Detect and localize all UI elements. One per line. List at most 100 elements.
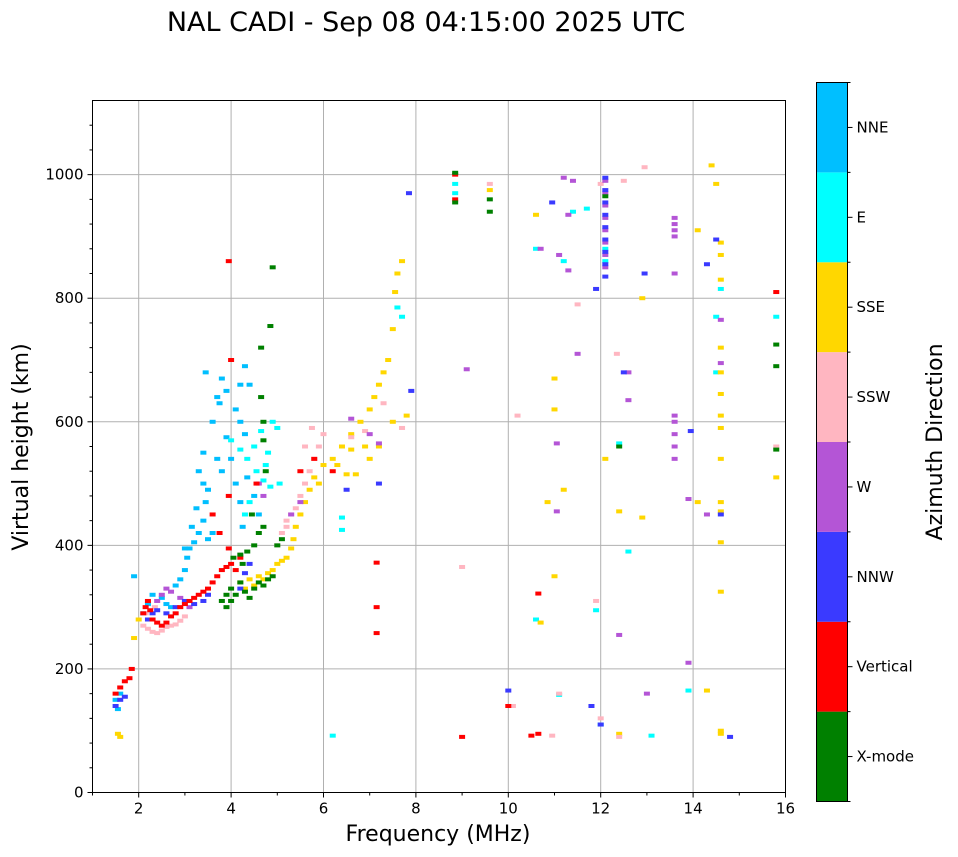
data-point <box>223 592 230 597</box>
data-point <box>181 568 188 573</box>
data-point <box>267 484 274 489</box>
data-point <box>602 215 609 220</box>
data-point <box>535 731 542 736</box>
data-point <box>193 506 200 511</box>
colorbar-label: SSE <box>857 298 886 316</box>
data-point <box>671 215 678 220</box>
data-point <box>209 512 216 517</box>
colorbar-title: Azimuth Direction <box>923 343 948 540</box>
data-point <box>237 586 244 591</box>
data-point <box>154 598 161 603</box>
data-point <box>209 419 216 424</box>
data-point <box>117 734 124 739</box>
data-point <box>671 444 678 449</box>
data-point <box>452 200 459 205</box>
data-point <box>602 203 609 208</box>
data-point <box>288 512 295 517</box>
data-point <box>315 444 322 449</box>
colorbar-label: E <box>857 208 866 226</box>
data-point <box>620 178 627 183</box>
data-point <box>269 419 276 424</box>
data-point <box>574 351 581 356</box>
data-point <box>616 441 623 446</box>
data-point <box>535 591 542 596</box>
data-point <box>311 475 318 480</box>
colorbar-label: NNE <box>857 118 889 136</box>
data-point <box>773 475 780 480</box>
data-point <box>392 290 399 295</box>
data-point <box>278 537 285 542</box>
data-point <box>297 512 304 517</box>
series-w <box>154 175 724 696</box>
data-point <box>463 367 470 372</box>
data-point <box>181 546 188 551</box>
data-point <box>602 228 609 233</box>
data-point <box>274 425 281 430</box>
data-point <box>685 660 692 665</box>
data-point <box>602 178 609 183</box>
data-point <box>597 722 604 727</box>
data-point <box>262 469 269 474</box>
data-point <box>773 447 780 452</box>
data-point <box>228 598 235 603</box>
colorbar-segment <box>816 531 848 622</box>
data-point <box>375 382 382 387</box>
data-point <box>241 589 248 594</box>
data-point <box>452 197 459 202</box>
data-point <box>154 608 161 613</box>
data-point <box>486 181 493 186</box>
data-point <box>602 252 609 257</box>
data-point <box>602 262 609 267</box>
data-point <box>246 561 253 566</box>
data-point <box>237 447 244 452</box>
data-point <box>237 419 244 424</box>
data-point <box>602 265 609 270</box>
data-point <box>255 531 262 535</box>
series-nnw <box>112 175 734 739</box>
data-point <box>366 432 373 437</box>
data-point <box>302 500 309 505</box>
data-point <box>117 685 124 690</box>
data-point <box>177 577 184 582</box>
data-point <box>158 592 165 597</box>
data-point <box>375 481 382 486</box>
data-point <box>537 620 544 625</box>
data-point <box>348 435 355 440</box>
data-point <box>717 728 724 733</box>
data-point <box>223 564 230 569</box>
data-point <box>200 481 207 486</box>
data-point <box>117 691 124 696</box>
data-point <box>639 515 646 520</box>
data-point <box>773 342 780 347</box>
data-point <box>246 595 253 600</box>
data-point <box>348 447 355 452</box>
data-point <box>223 388 230 393</box>
data-point <box>283 518 290 523</box>
data-point <box>533 246 540 251</box>
data-point <box>551 407 558 412</box>
data-point <box>717 286 724 291</box>
data-point <box>200 598 207 603</box>
data-point <box>232 407 239 412</box>
data-point <box>560 487 567 492</box>
data-point <box>616 632 623 637</box>
data-point <box>486 209 493 214</box>
data-point <box>459 564 466 569</box>
data-point <box>172 605 179 610</box>
data-point <box>214 456 221 461</box>
data-point <box>244 456 251 461</box>
data-point <box>717 413 724 418</box>
data-point <box>181 602 188 607</box>
data-point <box>620 370 627 375</box>
data-point <box>694 500 701 505</box>
data-point <box>181 614 188 619</box>
x-tick-label: 2 <box>134 800 144 818</box>
data-point <box>218 376 225 381</box>
data-point <box>687 429 694 434</box>
data-point <box>168 605 175 610</box>
data-point <box>241 571 248 576</box>
data-point <box>556 691 563 696</box>
data-point <box>202 370 209 375</box>
data-point <box>112 691 119 696</box>
data-point <box>308 425 315 430</box>
